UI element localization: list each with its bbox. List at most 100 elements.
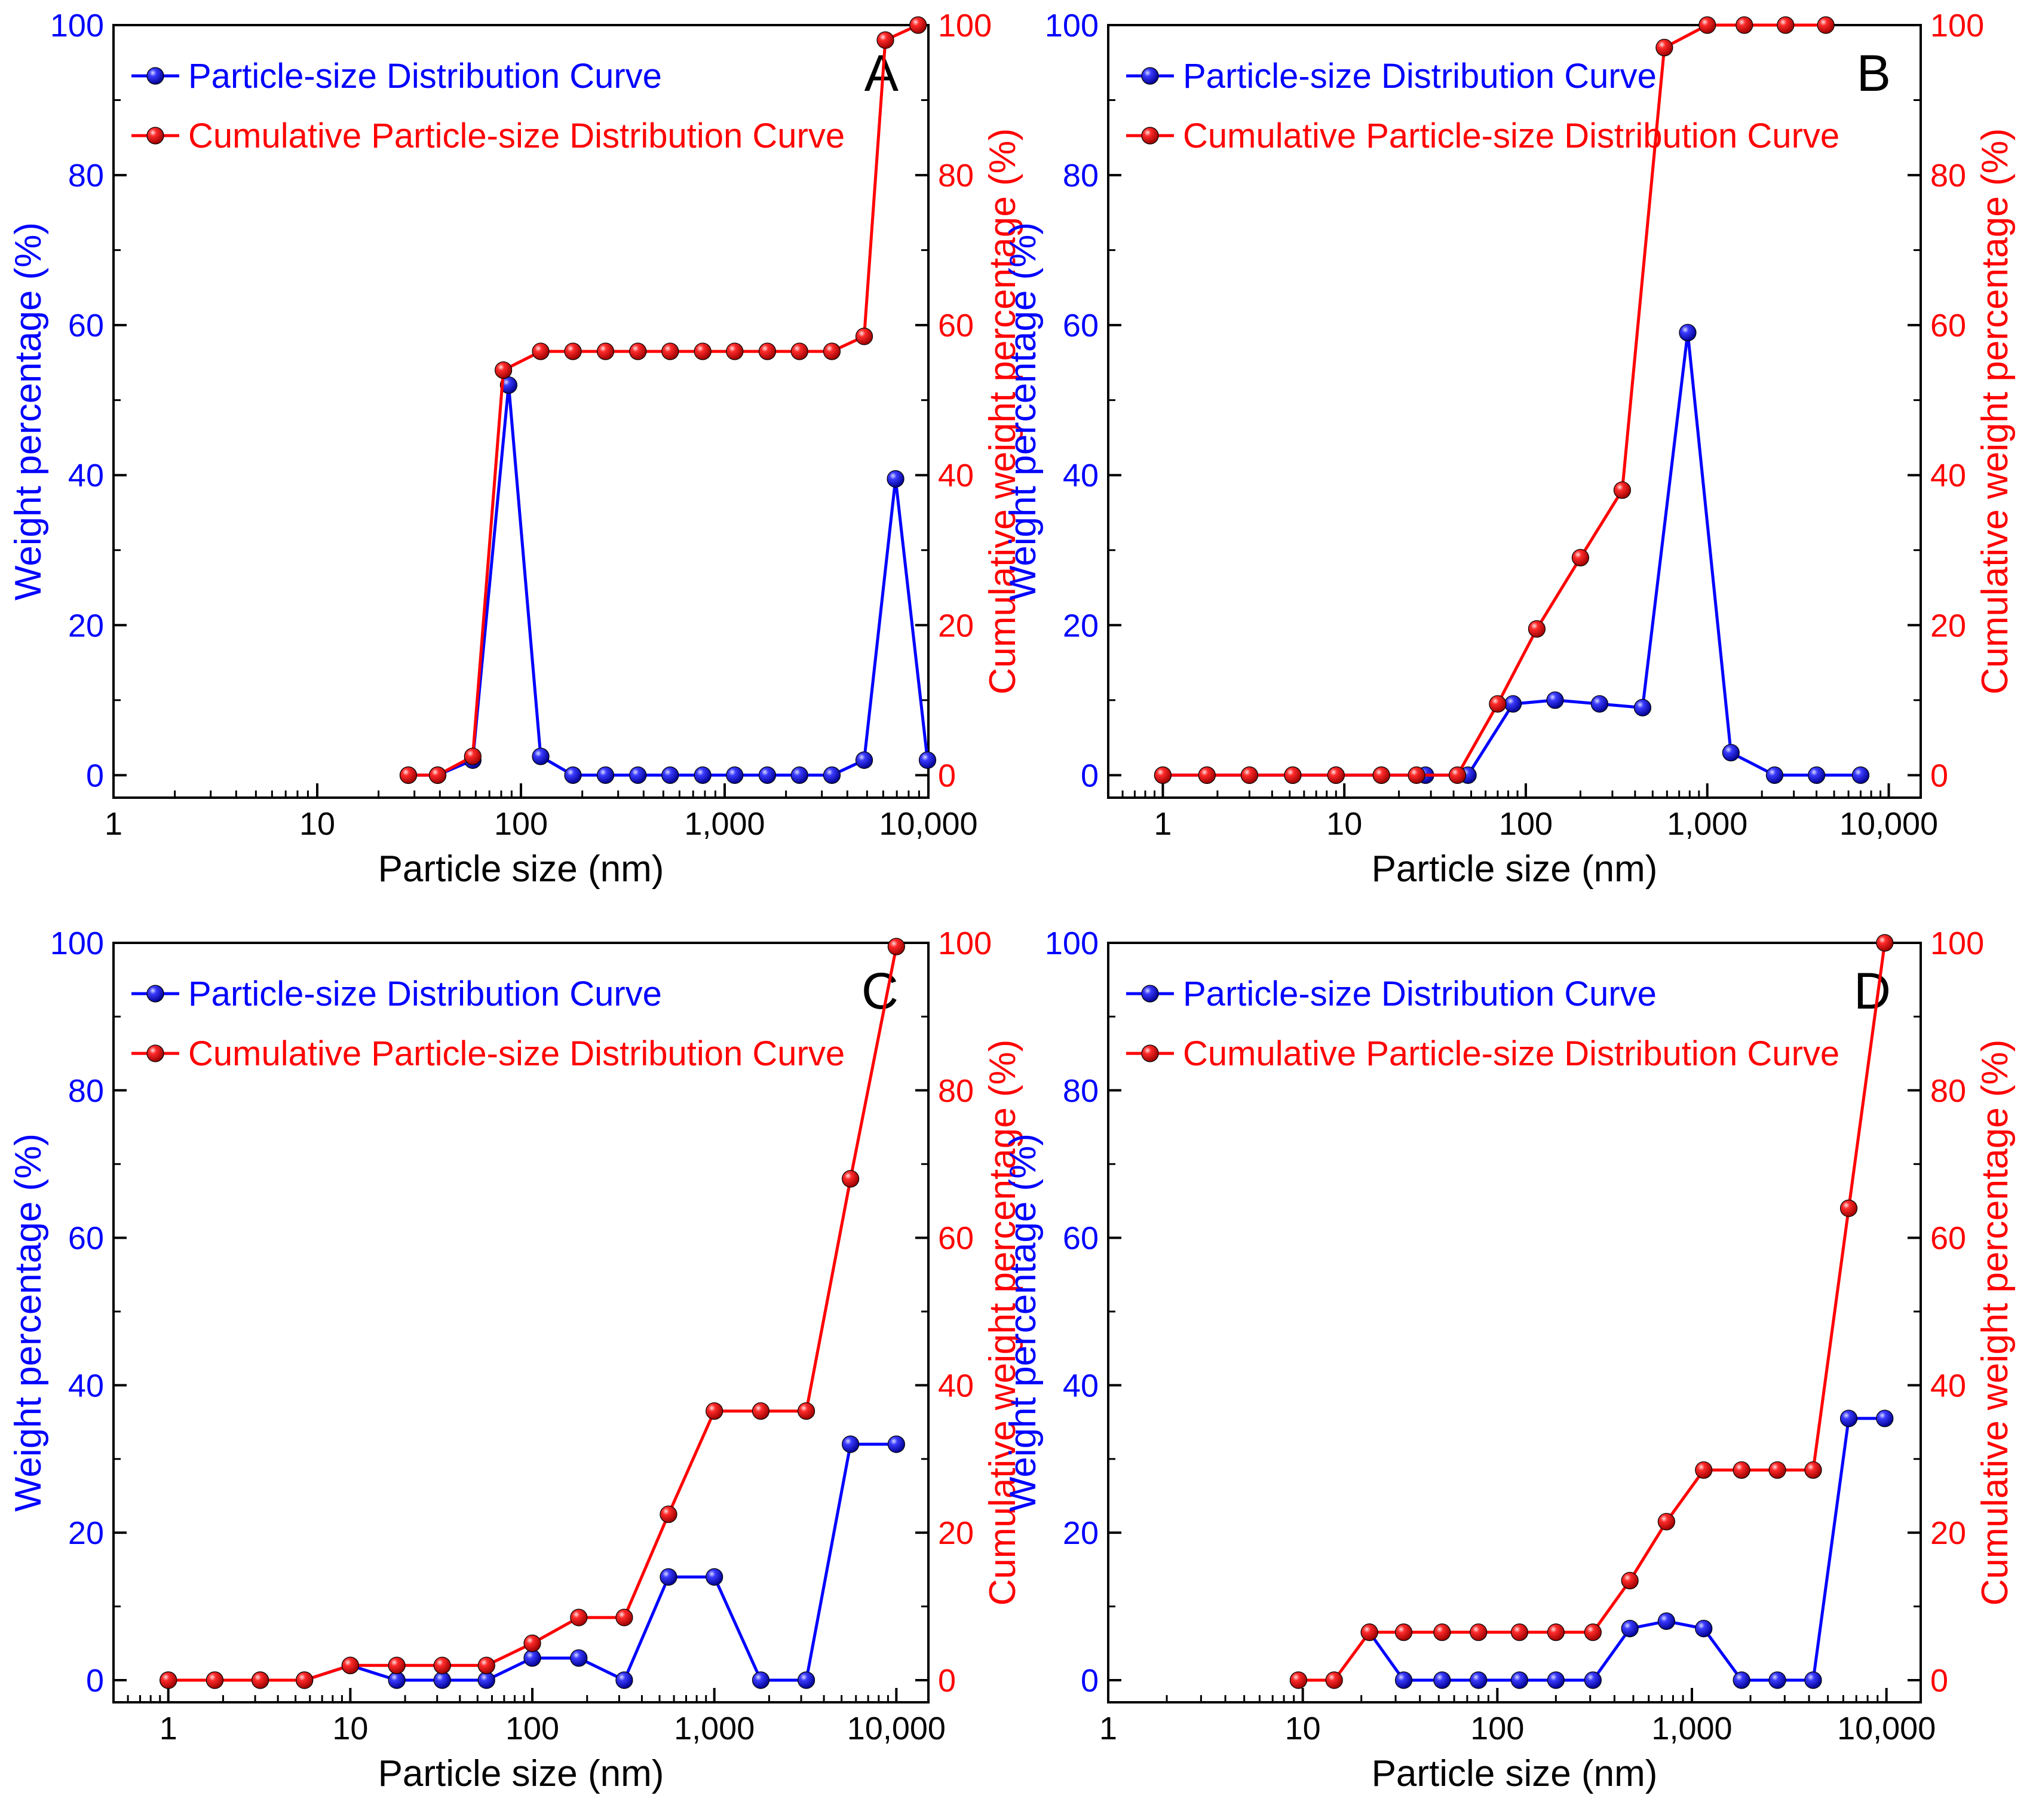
data-point	[1655, 39, 1673, 57]
data-point	[523, 1649, 541, 1667]
data-point	[206, 1671, 224, 1689]
data-point	[1584, 1623, 1602, 1641]
data-point	[477, 1656, 495, 1674]
data-point	[570, 1608, 588, 1626]
data-point	[1433, 1671, 1451, 1689]
data-point	[752, 1671, 770, 1689]
y-left-tick-label: 20	[1063, 608, 1099, 644]
data-point	[1768, 1671, 1786, 1689]
y-right-tick-label: 40	[938, 1368, 974, 1404]
y-left-tick-label: 0	[86, 758, 104, 793]
y-right-tick-label: 80	[938, 158, 974, 194]
data-point	[160, 1671, 177, 1689]
data-point	[477, 1671, 495, 1689]
data-point	[399, 766, 418, 784]
y-right-tick-label: 40	[1930, 1368, 1966, 1404]
plot-frame	[1107, 942, 1922, 1703]
y-left-tick-label: 40	[68, 458, 104, 494]
data-point	[758, 342, 777, 360]
y-right-tick-label: 0	[938, 758, 956, 793]
y-right-tick-label: 100	[938, 8, 992, 44]
data-point	[341, 1656, 359, 1674]
y-right-tick-label: 40	[938, 458, 974, 494]
x-tick-label: 10	[1285, 1711, 1321, 1747]
x-axis-title: Particle size (nm)	[1372, 1753, 1658, 1794]
data-point	[1722, 744, 1740, 762]
y-left-tick-label: 60	[68, 308, 104, 344]
data-point	[1839, 1410, 1858, 1427]
data-point	[1695, 1620, 1713, 1638]
x-tick-label: 1	[1154, 806, 1172, 842]
data-point	[495, 361, 513, 379]
y-right-tick-label: 0	[1930, 1663, 1948, 1699]
data-point	[694, 342, 712, 360]
data-point	[564, 342, 582, 360]
data-point	[1448, 766, 1467, 784]
data-point	[661, 342, 679, 360]
legend-entry: Cumulative Particle-size Distribution Cu…	[1126, 1034, 1839, 1073]
data-point	[855, 751, 873, 769]
data-point	[1289, 1671, 1308, 1689]
x-axis-title: Particle size (nm)	[378, 1753, 664, 1794]
data-point	[758, 766, 777, 784]
data-point	[1876, 1410, 1894, 1427]
legend-marker	[1141, 127, 1159, 145]
x-tick-label: 10,000	[879, 806, 977, 842]
data-point	[726, 766, 744, 784]
y-axis-title: Weight percentage (%)	[1002, 222, 1044, 600]
data-point	[1839, 1199, 1858, 1217]
data-point	[1733, 1671, 1750, 1689]
data-point	[706, 1402, 723, 1420]
x-tick-label: 1,000	[674, 1711, 755, 1747]
y-left-tick-label: 20	[1063, 1515, 1099, 1551]
data-point	[1657, 1513, 1676, 1531]
y-left-tick-label: 80	[68, 158, 104, 194]
chart-panel-d: 1 10 100 1,000 10,000 0 0 20 20 40 40 60 60 80 80 100 10…	[1002, 926, 2016, 1794]
plot-frame	[1107, 24, 1922, 799]
y2-axis-title: Cumulative weight percentage (%)	[982, 128, 1023, 695]
y-left-tick-label: 100	[1045, 926, 1099, 961]
data-point	[1657, 1612, 1676, 1630]
x-tick-label: 10,000	[1837, 1711, 1936, 1747]
data-point	[1284, 766, 1302, 784]
series-line-left	[1368, 1417, 1885, 1682]
legend-marker	[1141, 1044, 1159, 1062]
data-point	[596, 766, 615, 784]
data-point	[909, 16, 927, 34]
y-left-tick-label: 80	[1063, 1073, 1099, 1109]
y-right-tick-label: 20	[1930, 608, 1966, 644]
y-left-tick-label: 60	[68, 1221, 104, 1257]
y-left-tick-label: 100	[50, 926, 104, 961]
x-axis-title: Particle size (nm)	[378, 848, 664, 890]
y2-axis-title: Cumulative weight percentage (%)	[1974, 1040, 2016, 1606]
x-tick-label: 100	[1470, 1711, 1524, 1747]
y-left-tick-label: 40	[1063, 458, 1099, 494]
legend-label: Particle-size Distribution Curve	[188, 975, 662, 1013]
x-tick-label: 1	[105, 806, 122, 842]
data-point	[1695, 1461, 1713, 1479]
x-tick-label: 1,000	[1651, 1711, 1732, 1747]
chart-panel-a: 1 10 100 1,000 10,000 0 0 20 20 40 40 60 60 80 80 100 10…	[8, 8, 1023, 890]
data-point	[433, 1671, 451, 1689]
data-point	[433, 1656, 451, 1674]
data-point	[1528, 620, 1546, 638]
data-point	[252, 1671, 269, 1689]
y-right-tick-label: 100	[938, 926, 992, 961]
y-right-tick-label: 60	[1930, 308, 1966, 344]
plot-frame	[112, 942, 930, 1703]
chart-panel-c: 1 10 100 1,000 10,000 0 0 20 20 40 40 60 60 80 80 100 10…	[8, 926, 1023, 1794]
y2-axis-title: Cumulative weight percentage (%)	[982, 1040, 1023, 1606]
data-point	[1736, 16, 1753, 34]
data-point	[1394, 1671, 1413, 1689]
y2-axis-title: Cumulative weight percentage (%)	[1974, 128, 2016, 695]
data-point	[615, 1671, 633, 1689]
y-right-tick-label: 100	[1930, 926, 1984, 961]
data-point	[1777, 16, 1795, 34]
data-point	[790, 766, 808, 784]
data-point	[1154, 766, 1172, 784]
data-point	[1325, 1671, 1343, 1689]
data-point	[1768, 1461, 1786, 1479]
data-point	[1584, 1671, 1602, 1689]
data-point	[694, 766, 712, 784]
data-point	[1547, 1671, 1565, 1689]
